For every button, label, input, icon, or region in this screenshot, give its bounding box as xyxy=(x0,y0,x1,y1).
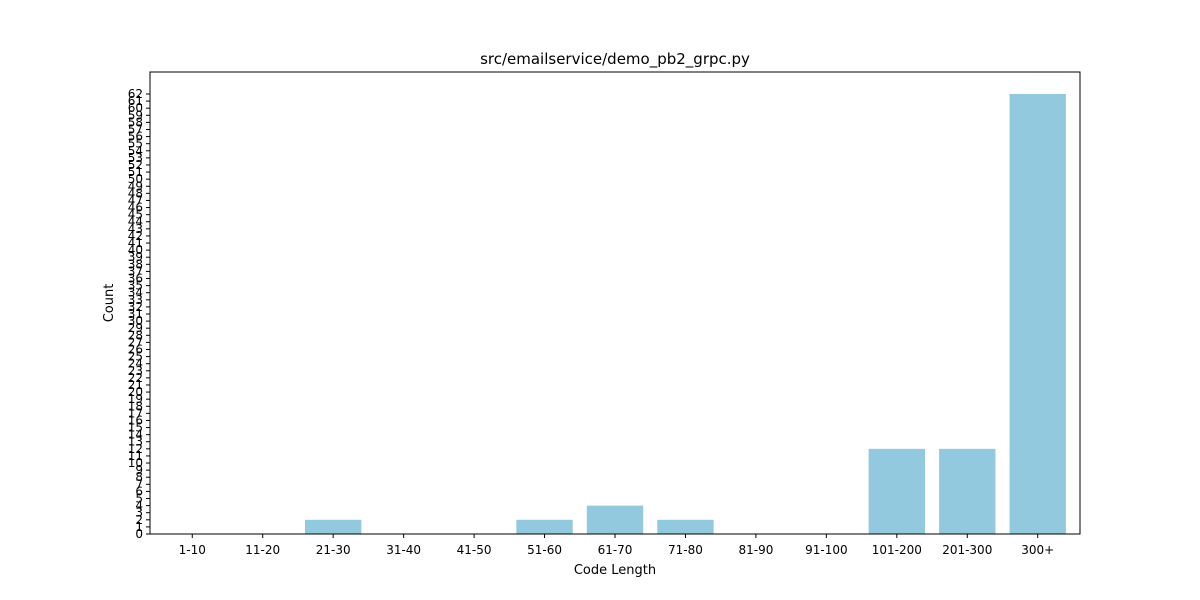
y-tick-label: 49 xyxy=(128,179,143,193)
plot-area-frame xyxy=(149,71,1081,535)
y-tick-label: 6 xyxy=(135,484,143,498)
x-tick-label: 11-20 xyxy=(245,543,280,557)
y-tick-label: 17 xyxy=(128,406,143,420)
y-tick-label: 44 xyxy=(128,215,143,229)
y-tick-label: 39 xyxy=(128,250,143,264)
y-tick-label: 53 xyxy=(128,151,143,165)
x-axis-label: Code Length xyxy=(574,563,656,578)
y-tick-label: 55 xyxy=(128,137,143,151)
y-tick-label: 51 xyxy=(128,165,143,179)
y-tick-label: 20 xyxy=(128,385,143,399)
y-tick-label: 32 xyxy=(128,300,143,314)
x-tick-label: 41-50 xyxy=(457,543,492,557)
y-tick-label: 5 xyxy=(135,492,143,506)
y-tick-label: 46 xyxy=(128,201,143,215)
bar-61-70 xyxy=(586,505,644,534)
y-tick-label: 0 xyxy=(135,527,143,541)
y-tick-label: 7 xyxy=(135,477,143,491)
y-tick-label: 42 xyxy=(128,229,143,243)
bar-101-200 xyxy=(868,448,925,534)
chart-title: src/emailservice/demo_pb2_grpc.py xyxy=(480,50,750,69)
y-tick-label: 4 xyxy=(135,499,143,513)
y-tick-label: 23 xyxy=(128,364,143,378)
x-tick-label: 31-40 xyxy=(386,543,421,557)
y-tick-label: 59 xyxy=(128,108,143,122)
y-tick-label: 21 xyxy=(128,378,143,392)
y-tick-label: 41 xyxy=(128,236,143,250)
y-tick-label: 56 xyxy=(128,130,143,144)
y-tick-label: 31 xyxy=(128,307,143,321)
y-tick-label: 14 xyxy=(128,428,143,442)
y-tick-label: 37 xyxy=(128,264,143,278)
y-tick-label: 13 xyxy=(128,435,143,449)
y-tick-label: 50 xyxy=(128,172,143,186)
y-tick-label: 58 xyxy=(128,115,143,129)
y-tick-label: 22 xyxy=(128,371,143,385)
y-tick-label: 38 xyxy=(128,257,143,271)
y-tick-label: 29 xyxy=(128,321,143,335)
y-tick-label: 3 xyxy=(135,506,143,520)
y-tick-label: 48 xyxy=(128,186,143,200)
x-tick-label: 201-300 xyxy=(942,543,992,557)
x-tick-label: 101-200 xyxy=(872,543,922,557)
y-tick-label: 54 xyxy=(128,144,143,158)
y-axis-label: Count xyxy=(102,284,117,323)
y-tick-label: 24 xyxy=(128,357,143,371)
y-tick-label: 27 xyxy=(128,335,143,349)
y-tick-label: 47 xyxy=(128,193,143,207)
bar-21-30 xyxy=(305,519,362,534)
y-tick-label: 40 xyxy=(128,243,143,257)
x-tick-label: 51-60 xyxy=(527,543,562,557)
x-tick-label: 1-10 xyxy=(179,543,206,557)
y-tick-label: 33 xyxy=(128,293,143,307)
y-tick-label: 61 xyxy=(128,94,143,108)
x-tick-label: 71-80 xyxy=(668,543,703,557)
y-tick-label: 2 xyxy=(135,513,143,527)
y-tick-label: 8 xyxy=(135,470,143,484)
bar-71-80 xyxy=(657,519,714,534)
y-tick-label: 52 xyxy=(128,158,143,172)
y-tick-label: 12 xyxy=(128,442,143,456)
y-tick-label: 45 xyxy=(128,208,143,222)
y-tick-label: 1 xyxy=(135,520,143,534)
bar-51-60 xyxy=(516,519,573,534)
bar-201-300 xyxy=(939,448,996,534)
y-tick-label: 11 xyxy=(128,449,143,463)
y-tick-label: 18 xyxy=(128,399,143,413)
y-tick-label: 9 xyxy=(135,463,143,477)
x-axis-ticks: 1-10 11-20 21-30 31-40 41-50 51-60 61-70 71-80 8… xyxy=(179,534,1054,557)
y-tick-label: 10 xyxy=(128,456,143,470)
y-tick-label: 57 xyxy=(128,122,143,136)
y-tick-label: 15 xyxy=(128,421,143,435)
y-tick-label: 16 xyxy=(128,413,143,427)
y-tick-label: 60 xyxy=(128,101,143,115)
y-tick-label: 34 xyxy=(128,286,143,300)
y-tick-label: 35 xyxy=(128,279,143,293)
y-tick-label: 19 xyxy=(128,392,143,406)
x-tick-label: 21-30 xyxy=(316,543,351,557)
x-tick-label: 91-100 xyxy=(805,543,848,557)
y-tick-label: 36 xyxy=(128,272,143,286)
y-tick-label: 28 xyxy=(128,328,143,342)
bar-300+ xyxy=(1009,94,1066,534)
bars-group xyxy=(305,94,1066,534)
x-tick-label: 300+ xyxy=(1021,543,1054,557)
y-tick-label: 62 xyxy=(128,87,143,101)
x-tick-label: 81-90 xyxy=(738,543,773,557)
y-tick-label: 26 xyxy=(128,342,143,356)
x-tick-label: 61-70 xyxy=(598,543,633,557)
y-tick-label: 30 xyxy=(128,314,143,328)
y-tick-label: 25 xyxy=(128,350,143,364)
y-tick-label: 43 xyxy=(128,222,143,236)
y-axis-ticks: 0123456789101112131415161718192021222324… xyxy=(128,87,150,541)
